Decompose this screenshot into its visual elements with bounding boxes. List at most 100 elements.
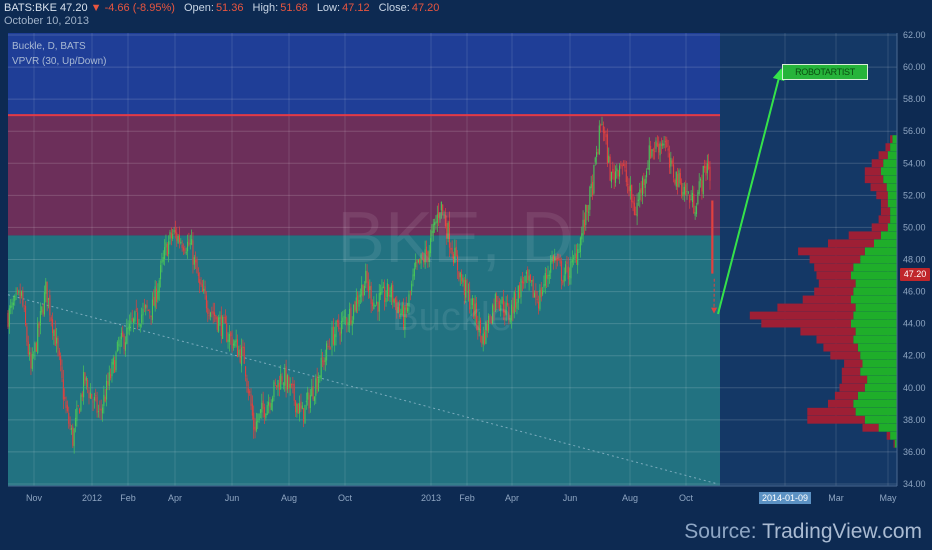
- candle-down: [166, 244, 168, 257]
- candle-up: [443, 214, 445, 216]
- volume-bar-up: [874, 239, 897, 248]
- open-label: Open:: [183, 2, 214, 14]
- candle-up: [670, 157, 672, 167]
- y-tick-label: 62.00: [903, 30, 926, 40]
- x-tick-label: 2012: [82, 493, 102, 503]
- candle-up: [577, 249, 579, 266]
- candle-down: [251, 403, 253, 416]
- candle-up: [501, 296, 503, 304]
- volume-bar-down: [878, 151, 888, 160]
- candle-down: [489, 314, 491, 323]
- candle-down: [27, 341, 29, 355]
- candle-down: [612, 168, 614, 174]
- annotation-label[interactable]: ROBOTARTIST: [782, 64, 868, 80]
- volume-bar-down: [871, 159, 884, 168]
- candle-down: [290, 383, 293, 386]
- volume-bar-up: [855, 407, 897, 416]
- candle-up: [103, 394, 105, 407]
- candle-up: [187, 241, 189, 252]
- candle-up: [629, 185, 631, 192]
- candle-down: [575, 253, 577, 263]
- candle-down: [50, 317, 52, 321]
- candle-down: [600, 124, 602, 126]
- candle-down: [654, 150, 656, 152]
- candle-up: [37, 323, 39, 354]
- candle-up: [598, 125, 600, 155]
- volume-bar-up: [855, 327, 897, 336]
- candle-up: [119, 339, 121, 348]
- candle-up: [319, 375, 321, 378]
- candle-up: [571, 259, 573, 263]
- candle-down: [504, 310, 506, 317]
- candle-up: [347, 322, 349, 326]
- candle-down: [292, 384, 294, 386]
- top-zone: [8, 33, 720, 116]
- price-axis-bg: [897, 30, 932, 490]
- candle-up: [505, 302, 507, 316]
- candle-down: [442, 204, 444, 212]
- candle-up: [471, 298, 473, 306]
- candle-down: [388, 284, 390, 297]
- volume-bar-down: [871, 223, 888, 232]
- candle-down: [323, 360, 325, 366]
- source-prefix: Source:: [684, 520, 763, 543]
- candle-up: [700, 179, 702, 181]
- candle-down: [606, 134, 608, 164]
- candle-up: [334, 334, 336, 346]
- candle-up: [134, 311, 136, 322]
- low-label: Low:: [316, 2, 341, 14]
- candle-up: [573, 257, 575, 259]
- volume-bar-up: [853, 311, 897, 320]
- candle-down: [613, 172, 615, 180]
- volume-bar-down: [880, 199, 888, 208]
- legend-indicator[interactable]: VPVR (30, Up/Down): [12, 56, 107, 67]
- candle-up: [601, 123, 603, 125]
- volume-bar-down: [749, 311, 854, 320]
- candle-down: [231, 337, 233, 349]
- candle-up: [431, 230, 433, 237]
- candle-up: [594, 157, 596, 163]
- candle-up: [340, 320, 342, 334]
- candle-down: [679, 173, 681, 184]
- candle-down: [147, 309, 149, 311]
- volume-bar-up: [853, 335, 897, 344]
- volume-bar-down: [841, 367, 861, 376]
- close-value: 47.20: [411, 2, 440, 14]
- candle-up: [18, 291, 20, 293]
- candle-down: [535, 291, 537, 298]
- candle-down: [346, 318, 348, 325]
- candle-up: [326, 343, 328, 361]
- candle-down: [131, 318, 133, 321]
- candle-down: [104, 396, 106, 402]
- y-tick-label: 52.00: [903, 190, 926, 200]
- candle-last: [711, 200, 714, 274]
- candle-down: [486, 323, 488, 332]
- candle-up: [11, 302, 13, 308]
- candle-down: [87, 380, 89, 388]
- candle-down: [246, 378, 248, 387]
- candle-down: [463, 279, 465, 296]
- candle-down: [249, 390, 251, 394]
- candle-up: [80, 394, 82, 411]
- candle-up: [265, 413, 267, 418]
- candle-down: [332, 326, 334, 345]
- candle-down: [660, 143, 662, 147]
- candle-up: [365, 270, 367, 284]
- volume-bar-down: [864, 175, 884, 184]
- candle-down: [502, 298, 504, 313]
- candle-up: [235, 339, 237, 343]
- candle-up: [39, 311, 41, 326]
- source-credit[interactable]: Source: TradingView.com: [684, 520, 922, 544]
- candle-down: [197, 273, 199, 277]
- candle-up: [488, 315, 490, 331]
- candle-down: [69, 423, 71, 427]
- candle-down: [91, 393, 93, 399]
- candle-up: [467, 291, 469, 293]
- legend-series[interactable]: Buckle, D, BATS: [12, 41, 86, 52]
- candle-up: [436, 214, 438, 223]
- candle-down: [446, 223, 448, 239]
- candle-down: [215, 315, 217, 320]
- candle-down: [479, 320, 482, 334]
- candle-up: [296, 404, 298, 413]
